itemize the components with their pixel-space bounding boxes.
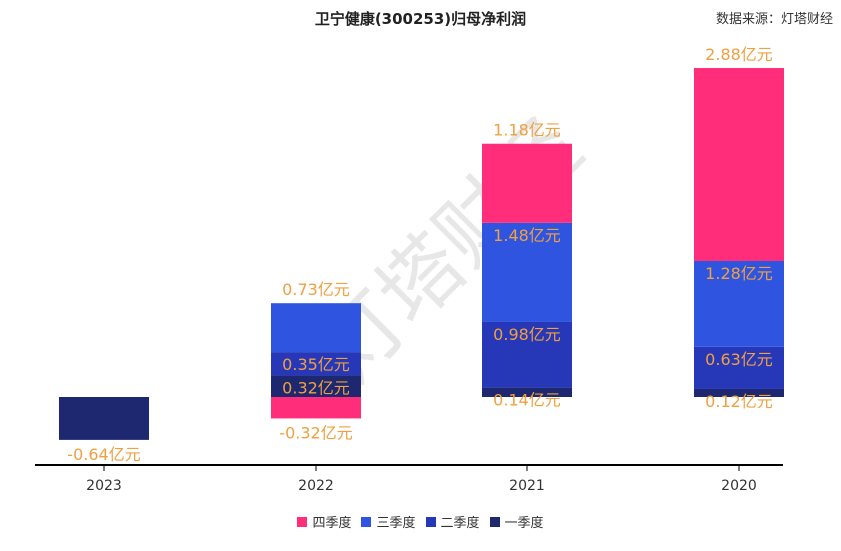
bar-2020-一季度 [694, 388, 784, 397]
legend-item[interactable]: 三季度 [361, 512, 416, 531]
legend-item[interactable]: 一季度 [489, 512, 544, 531]
bar-2020-二季度 [694, 346, 784, 389]
data-label-2020-一季度: 0.12亿元 [705, 392, 773, 411]
data-label-2022-二季度: 0.35亿元 [282, 355, 350, 374]
legend: 四季度 三季度 二季度 一季度 [0, 512, 841, 531]
legend-item[interactable]: 二季度 [425, 512, 480, 531]
data-label-2021-三季度: 1.48亿元 [493, 226, 561, 245]
legend-swatch [361, 516, 372, 527]
bar-2021-一季度 [482, 387, 572, 397]
data-label-2022-三季度: 0.73亿元 [282, 280, 350, 299]
legend-swatch [489, 516, 500, 527]
legend-label: 四季度 [312, 516, 352, 531]
bar-2022-一季度 [271, 375, 361, 397]
bars-layer [59, 68, 784, 440]
bar-2022-三季度 [271, 303, 361, 353]
data-label-2022-一季度: 0.32亿元 [282, 379, 350, 398]
bar-2022-二季度 [271, 352, 361, 376]
legend-swatch [425, 516, 436, 527]
legend-swatch [297, 516, 308, 527]
legend-label: 三季度 [376, 516, 416, 531]
data-label-2020-四季度: 2.88亿元 [705, 45, 773, 64]
bar-2020-三季度 [694, 260, 784, 347]
legend-item[interactable]: 四季度 [297, 512, 351, 531]
x-tick-label: 2021 [509, 478, 545, 494]
x-tick-label: 2020 [721, 478, 757, 494]
source-note: 数据来源：灯塔财经 [715, 12, 833, 27]
data-label-2022-四季度: -0.32亿元 [279, 423, 352, 442]
data-label-2020-二季度: 0.63亿元 [705, 350, 773, 369]
x-ticks-layer: 2023 2022 2021 2020 [86, 465, 757, 494]
legend-label: 二季度 [440, 516, 480, 531]
bar-2021-三季度 [482, 222, 572, 322]
bar-2021-四季度 [482, 143, 572, 223]
chart-title: 卫宁健康(300253)归母净利润 [314, 10, 527, 28]
data-label-2023-一季度: -0.64亿元 [67, 445, 140, 464]
bar-2023-一季度 [59, 397, 149, 440]
data-label-2021-四季度: 1.18亿元 [493, 121, 561, 140]
data-label-2020-三季度: 1.28亿元 [705, 264, 773, 283]
data-label-2021-二季度: 0.98亿元 [493, 325, 561, 344]
x-tick-label: 2022 [298, 478, 334, 494]
bar-2020-四季度 [694, 68, 784, 261]
labels-layer: -0.64亿元 0.32亿元 0.35亿元 0.73亿元 -0.32亿元 0.14亿元 0.… [67, 45, 773, 464]
legend-label: 一季度 [504, 516, 544, 531]
bar-2022-四季度 [271, 397, 361, 419]
data-label-2021-一季度: 0.14亿元 [493, 391, 561, 410]
bar-2021-二季度 [482, 321, 572, 388]
x-tick-label: 2023 [86, 478, 122, 494]
